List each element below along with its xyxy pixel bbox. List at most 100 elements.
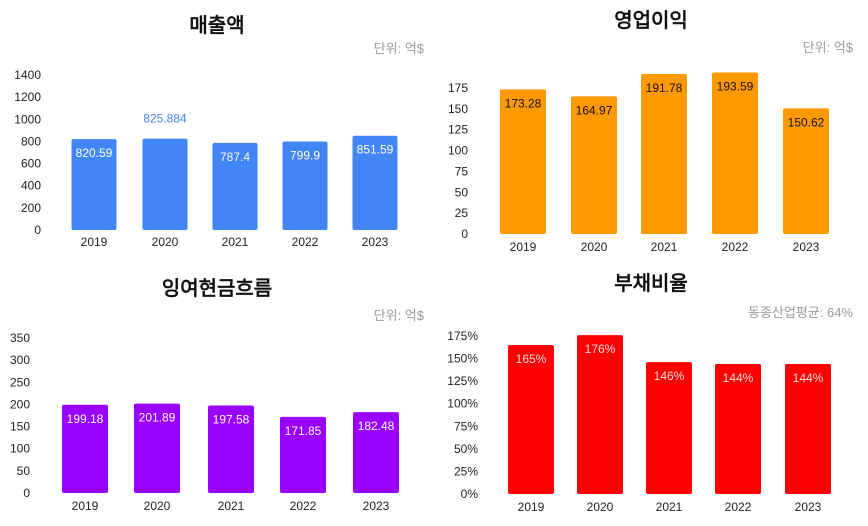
x-tick-label: 2023: [795, 500, 822, 514]
data-label: 851.59: [357, 143, 394, 157]
data-label: 787.4: [220, 150, 250, 164]
data-label: 165%: [516, 352, 547, 366]
y-tick-label: 0%: [461, 487, 479, 501]
y-tick-label: 150%: [447, 352, 478, 366]
y-tick-label: 175%: [447, 329, 478, 343]
y-tick-label: 100: [10, 442, 30, 456]
bar: [280, 416, 326, 493]
x-tick-label: 2022: [722, 240, 749, 254]
data-label: 201.89: [139, 411, 176, 425]
x-tick-label: 2022: [290, 499, 317, 513]
bar: [208, 405, 254, 493]
y-tick-label: 50: [455, 185, 469, 199]
y-tick-label: 0: [23, 486, 30, 500]
bar: [352, 135, 398, 230]
bar: [571, 96, 617, 234]
x-tick-label: 2020: [144, 499, 171, 513]
y-tick-label: 125: [448, 123, 468, 137]
data-label: 825.884: [143, 112, 187, 126]
x-tick-label: 2021: [656, 500, 683, 514]
bar: [500, 89, 546, 235]
x-tick-label: 2019: [72, 499, 99, 513]
bar: [646, 362, 692, 494]
x-tick-label: 2020: [581, 240, 608, 254]
y-tick-label: 50: [17, 464, 31, 478]
y-tick-label: 25: [455, 206, 469, 220]
unit-note: 동종산업평균: 64%: [748, 305, 853, 320]
x-tick-label: 2022: [292, 235, 319, 249]
y-tick-label: 175: [448, 81, 468, 95]
y-tick-label: 400: [21, 179, 41, 193]
bar: [62, 404, 108, 493]
data-label: 820.59: [76, 146, 113, 160]
bar: [783, 108, 829, 234]
y-tick-label: 125%: [447, 374, 478, 388]
x-tick-label: 2023: [363, 499, 390, 513]
y-tick-label: 75%: [454, 419, 478, 433]
unit-note: 단위: 억$: [803, 40, 854, 55]
y-tick-label: 200: [10, 397, 30, 411]
data-label: 144%: [723, 371, 754, 385]
chart-title: 매출액: [189, 14, 244, 37]
y-tick-label: 350: [10, 331, 30, 345]
y-tick-label: 800: [21, 134, 41, 148]
y-tick-label: 0: [34, 223, 41, 237]
y-tick-label: 100%: [447, 397, 478, 411]
data-label: 173.28: [505, 96, 542, 110]
y-tick-label: 1200: [14, 90, 41, 104]
x-tick-label: 2020: [152, 235, 179, 249]
unit-note: 단위: 억$: [374, 41, 425, 56]
y-tick-label: 100: [448, 144, 468, 158]
y-tick-label: 150: [10, 420, 30, 434]
bar: [577, 335, 623, 494]
x-tick-label: 2020: [587, 500, 614, 514]
x-tick-label: 2019: [510, 240, 537, 254]
y-tick-label: 600: [21, 157, 41, 171]
x-tick-label: 2021: [222, 235, 249, 249]
x-tick-label: 2022: [725, 500, 752, 514]
y-tick-label: 200: [21, 201, 41, 215]
x-tick-label: 2023: [362, 235, 389, 249]
data-label: 164.97: [576, 103, 613, 117]
data-label: 171.85: [285, 424, 322, 438]
chart-title: 영업이익: [614, 9, 688, 32]
unit-note: 단위: 억$: [374, 308, 425, 323]
y-tick-label: 75: [455, 164, 469, 178]
chart-title: 부채비율: [614, 272, 688, 295]
y-tick-label: 250: [10, 375, 30, 389]
data-label: 197.58: [213, 413, 250, 427]
data-label: 176%: [585, 342, 616, 356]
x-tick-label: 2021: [651, 240, 678, 254]
bar: [71, 139, 117, 230]
y-tick-label: 0: [461, 227, 468, 241]
bar: [712, 72, 758, 234]
bar: [282, 141, 328, 230]
x-tick-label: 2021: [218, 499, 245, 513]
data-label: 199.18: [67, 412, 104, 426]
bar: [641, 74, 687, 234]
y-tick-label: 150: [448, 102, 468, 116]
data-label: 150.62: [788, 115, 825, 129]
y-tick-label: 1400: [14, 68, 41, 82]
data-label: 191.78: [646, 81, 683, 95]
bar: [212, 142, 258, 230]
y-tick-label: 25%: [454, 464, 478, 478]
y-tick-label: 50%: [454, 442, 478, 456]
bar: [715, 363, 761, 494]
bar: [134, 403, 180, 493]
data-label: 146%: [654, 369, 685, 383]
x-tick-label: 2023: [793, 240, 820, 254]
data-label: 144%: [793, 371, 824, 385]
bar: [508, 345, 554, 494]
x-tick-label: 2019: [81, 235, 108, 249]
x-tick-label: 2019: [518, 500, 545, 514]
bar: [785, 363, 831, 494]
y-tick-label: 300: [10, 353, 30, 367]
data-label: 193.59: [717, 79, 754, 93]
y-tick-label: 1000: [14, 112, 41, 126]
